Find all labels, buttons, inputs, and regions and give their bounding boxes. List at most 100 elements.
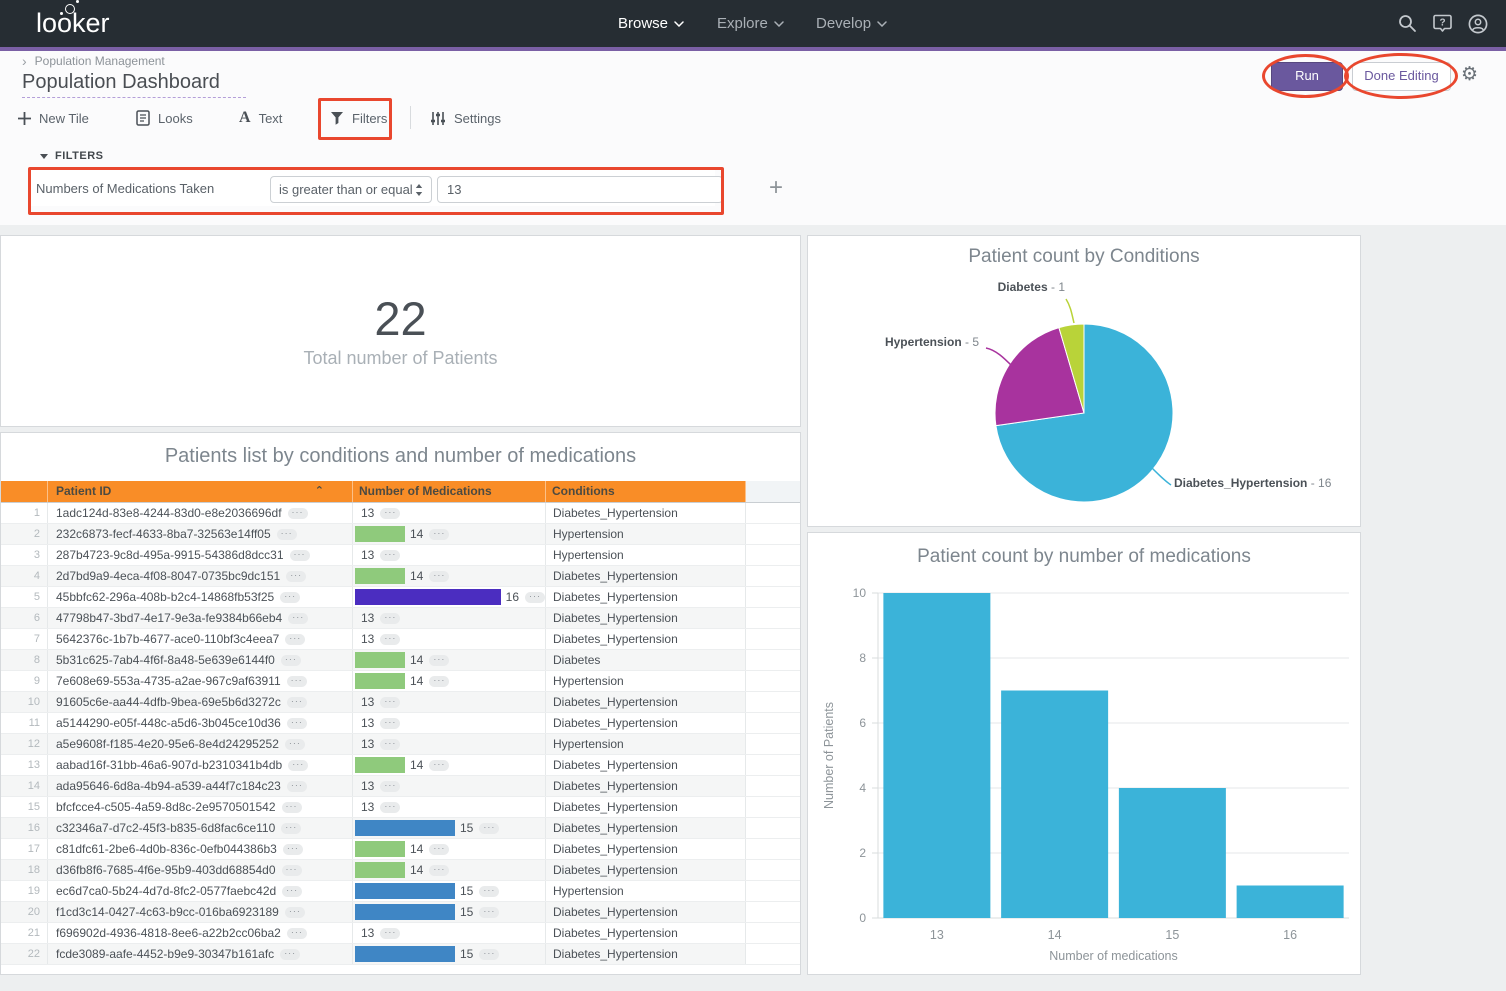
more-options-icon[interactable]: ···	[429, 843, 450, 855]
conditions-cell[interactable]: Hypertension	[546, 734, 746, 754]
more-options-icon[interactable]: ···	[380, 633, 401, 645]
patient-id-cell[interactable]: 287b4723-9c8d-495a-9915-54386d8dcc31 ···	[48, 545, 353, 565]
table-row[interactable]: 18 d36fb8f6-7685-4f6e-95b9-403dd68854d0 ··…	[1, 860, 800, 881]
table-row[interactable]: 20 f1cd3c14-0427-4c63-b9cc-016ba6923189 ··…	[1, 902, 800, 923]
medications-cell[interactable]: 13 ···	[353, 608, 546, 628]
conditions-cell[interactable]: Diabetes_Hypertension	[546, 566, 746, 586]
more-options-icon[interactable]: ···	[287, 507, 308, 519]
bar-16[interactable]	[1236, 885, 1344, 919]
more-options-icon[interactable]: ···	[479, 906, 500, 918]
filters-section-toggle[interactable]: FILTERS	[40, 150, 104, 162]
patient-id-cell[interactable]: f696902d-4936-4818-8ee6-a22b2cc06ba2 ···	[48, 923, 353, 943]
table-row[interactable]: 10 91605c6e-aa44-4dfb-9bea-69e5b6d3272c ··…	[1, 692, 800, 713]
conditions-cell[interactable]: Diabetes_Hypertension	[546, 608, 746, 628]
more-options-icon[interactable]: ···	[429, 570, 450, 582]
more-options-icon[interactable]: ···	[285, 633, 306, 645]
more-options-icon[interactable]: ···	[380, 801, 401, 813]
medications-cell[interactable]: 14 ···	[353, 650, 546, 670]
bar-15[interactable]	[1118, 788, 1226, 918]
looker-logo[interactable]: looker	[36, 0, 110, 39]
more-options-icon[interactable]: ···	[284, 738, 305, 750]
column-header-patient-id[interactable]: Patient ID ⌃	[48, 481, 353, 502]
medications-cell[interactable]: 13 ···	[353, 629, 546, 649]
medications-cell[interactable]: 14 ···	[353, 671, 546, 691]
more-options-icon[interactable]: ···	[284, 906, 305, 918]
bar-14[interactable]	[1001, 690, 1109, 919]
table-row[interactable]: 19 ec6d7ca0-5b24-4d7d-8fc2-0577faebc42d ··…	[1, 881, 800, 902]
conditions-cell[interactable]: Diabetes_Hypertension	[546, 860, 746, 880]
table-row[interactable]: 5 45bbfc62-296a-408b-b2c4-14868fb53f25 ···…	[1, 587, 800, 608]
patient-id-cell[interactable]: c32346a7-d7c2-45f3-b835-6d8fac6ce110 ···	[48, 818, 353, 838]
more-options-icon[interactable]: ···	[280, 654, 301, 666]
table-row[interactable]: 14 ada95646-6d8a-4b94-a539-a44f7c184c23 ··…	[1, 776, 800, 797]
medications-cell[interactable]: 13 ···	[353, 692, 546, 712]
conditions-cell[interactable]: Diabetes_Hypertension	[546, 818, 746, 838]
table-row[interactable]: 12 a5e9608f-f185-4e20-95e6-8e4d24295252 ··…	[1, 734, 800, 755]
table-row[interactable]: 16 c32346a7-d7c2-45f3-b835-6d8fac6ce110 ··…	[1, 818, 800, 839]
more-options-icon[interactable]: ···	[380, 612, 401, 624]
patient-id-cell[interactable]: 5642376c-1b7b-4677-ace0-110bf3c4eea7 ···	[48, 629, 353, 649]
pie-slice-diabetes[interactable]	[1058, 323, 1085, 414]
medications-cell[interactable]: 13 ···	[353, 734, 546, 754]
table-row[interactable]: 4 2d7bd9a9-4eca-4f08-8047-0735bc9dc151 ···…	[1, 566, 800, 587]
patient-id-cell[interactable]: 47798b47-3bd7-4e17-9e3a-fe9384b66eb4 ···	[48, 608, 353, 628]
medications-cell[interactable]: 13 ···	[353, 503, 546, 523]
medications-cell[interactable]: 13 ···	[353, 713, 546, 733]
more-options-icon[interactable]: ···	[380, 738, 401, 750]
patient-id-cell[interactable]: c81dfc61-2be6-4d0b-836c-0efb044386b3 ···	[48, 839, 353, 859]
patient-id-cell[interactable]: 5b31c625-7ab4-4f6f-8a48-5e639e6144f0 ···	[48, 650, 353, 670]
add-filter-icon[interactable]: +	[769, 174, 784, 201]
more-options-icon[interactable]: ···	[286, 717, 307, 729]
filters-button[interactable]: Filters	[330, 104, 387, 132]
conditions-cell[interactable]: Diabetes_Hypertension	[546, 755, 746, 775]
medications-cell[interactable]: 14 ···	[353, 524, 546, 544]
patient-id-cell[interactable]: 45bbfc62-296a-408b-b2c4-14868fb53f25 ···	[48, 587, 353, 607]
medications-cell[interactable]: 13 ···	[353, 776, 546, 796]
conditions-cell[interactable]: Diabetes_Hypertension	[546, 713, 746, 733]
pie-slice-hypertension[interactable]	[994, 326, 1085, 427]
more-options-icon[interactable]: ···	[286, 696, 307, 708]
conditions-cell[interactable]: Diabetes_Hypertension	[546, 587, 746, 607]
conditions-cell[interactable]: Diabetes_Hypertension	[546, 944, 746, 964]
table-row[interactable]: 22 fcde3089-aafe-4452-b9e9-30347b161afc ··…	[1, 944, 800, 965]
conditions-cell[interactable]: Hypertension	[546, 671, 746, 691]
table-row[interactable]: 9 7e608e69-553a-4735-a2ae-967c9af63911 ···…	[1, 671, 800, 692]
medications-cell[interactable]: 13 ···	[353, 923, 546, 943]
medications-cell[interactable]: 13 ···	[353, 545, 546, 565]
table-row[interactable]: 11 a5144290-e05f-448c-a5d6-3b045ce10d36 ··…	[1, 713, 800, 734]
table-row[interactable]: 2 232c6873-fecf-4633-8ba7-32563e14ff05 ···…	[1, 524, 800, 545]
done-editing-button[interactable]: Done Editing	[1352, 62, 1451, 91]
patient-id-cell[interactable]: 232c6873-fecf-4633-8ba7-32563e14ff05 ···	[48, 524, 353, 544]
conditions-cell[interactable]: Hypertension	[546, 881, 746, 901]
table-row[interactable]: 21 f696902d-4936-4818-8ee6-a22b2cc06ba2 ··…	[1, 923, 800, 944]
more-options-icon[interactable]: ···	[429, 654, 450, 666]
conditions-cell[interactable]: Diabetes_Hypertension	[546, 797, 746, 817]
patient-id-cell[interactable]: a5e9608f-f185-4e20-95e6-8e4d24295252 ···	[48, 734, 353, 754]
patient-id-cell[interactable]: aabad16f-31bb-46a6-907d-b2310341b4db ···	[48, 755, 353, 775]
patient-id-cell[interactable]: ada95646-6d8a-4b94-a539-a44f7c184c23 ···	[48, 776, 353, 796]
conditions-cell[interactable]: Diabetes	[546, 650, 746, 670]
more-options-icon[interactable]: ···	[479, 822, 500, 834]
help-icon[interactable]: ?	[1433, 14, 1452, 33]
conditions-cell[interactable]: Diabetes_Hypertension	[546, 503, 746, 523]
patient-id-cell[interactable]: ec6d7ca0-5b24-4d7d-8fc2-0577faebc42d ···	[48, 881, 353, 901]
conditions-cell[interactable]: Diabetes_Hypertension	[546, 923, 746, 943]
more-options-icon[interactable]: ···	[282, 885, 303, 897]
nav-menu-explore[interactable]: Explore	[717, 0, 784, 47]
medications-cell[interactable]: 13 ···	[353, 797, 546, 817]
more-options-icon[interactable]: ···	[276, 528, 297, 540]
more-options-icon[interactable]: ···	[380, 717, 401, 729]
table-row[interactable]: 15 bfcfcce4-c505-4a59-8d8c-2e9570501542 ··…	[1, 797, 800, 818]
conditions-cell[interactable]: Hypertension	[546, 524, 746, 544]
column-header-medications[interactable]: Number of Medications	[353, 481, 546, 502]
medications-cell[interactable]: 15 ···	[353, 944, 546, 964]
page-title[interactable]: Population Dashboard	[22, 71, 220, 93]
more-options-icon[interactable]: ···	[281, 801, 302, 813]
more-options-icon[interactable]: ···	[479, 948, 500, 960]
more-options-icon[interactable]: ···	[479, 885, 500, 897]
conditions-cell[interactable]: Diabetes_Hypertension	[546, 839, 746, 859]
table-row[interactable]: 3 287b4723-9c8d-495a-9915-54386d8dcc31 ···…	[1, 545, 800, 566]
more-options-icon[interactable]: ···	[281, 864, 302, 876]
dashboard-gear-icon[interactable]: ⚙	[1461, 63, 1479, 85]
settings-button[interactable]: Settings	[430, 104, 501, 132]
